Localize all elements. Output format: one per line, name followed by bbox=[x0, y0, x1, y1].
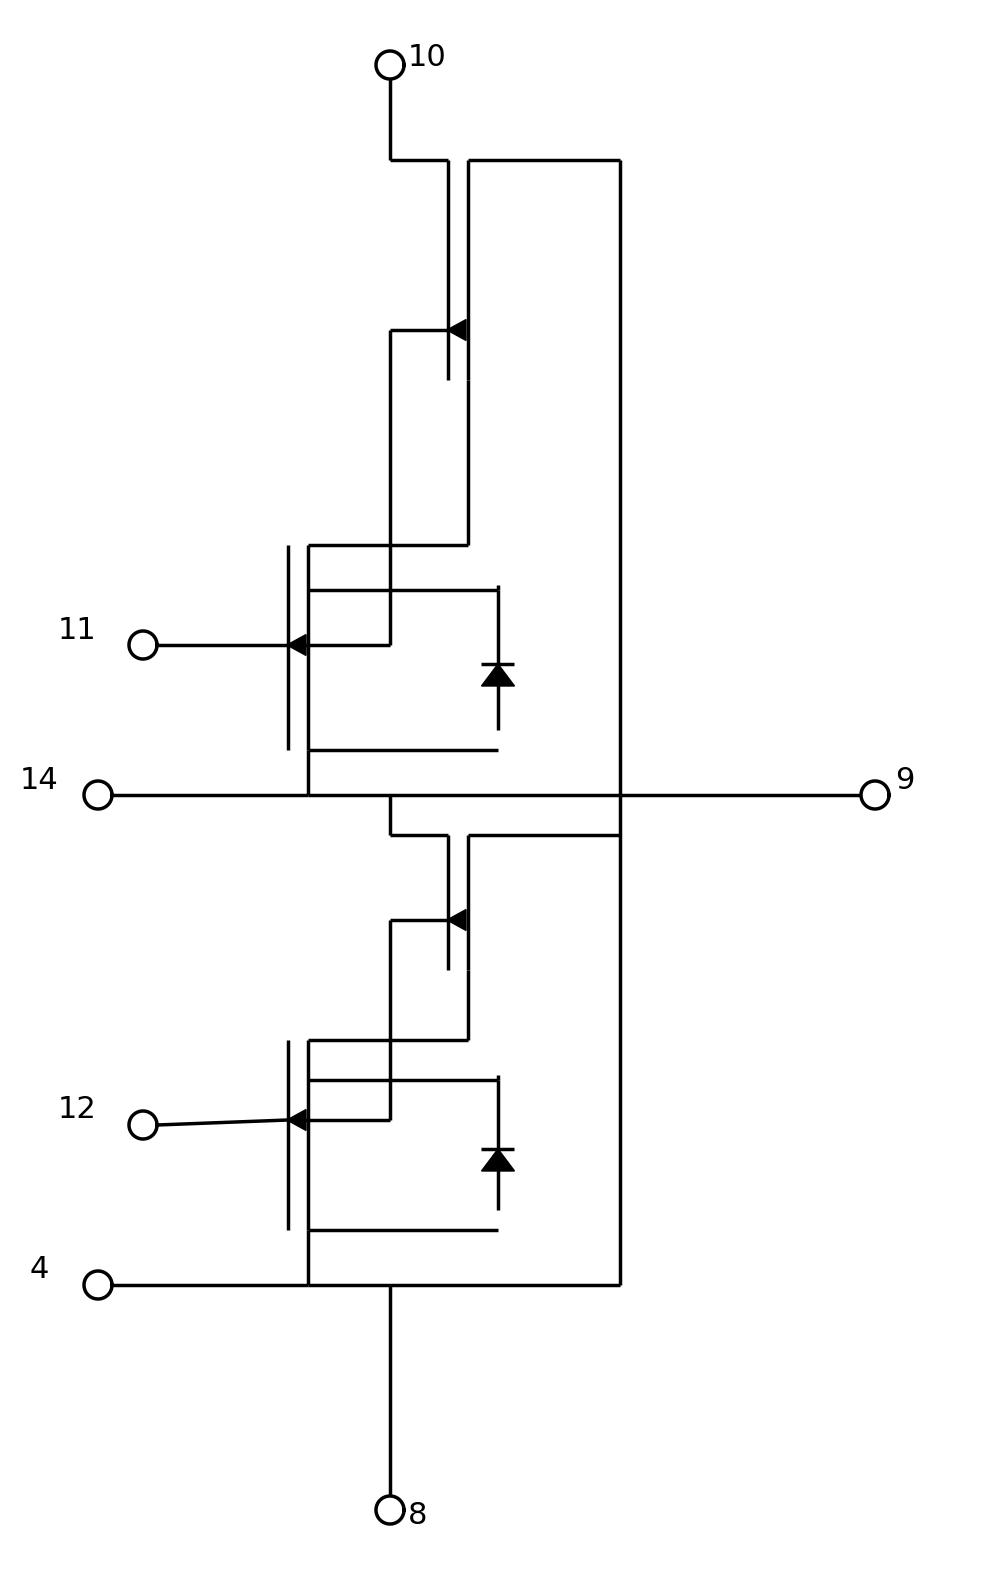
Text: 9: 9 bbox=[895, 765, 914, 795]
Text: 11: 11 bbox=[58, 616, 97, 644]
Polygon shape bbox=[481, 665, 515, 687]
Text: 14: 14 bbox=[20, 765, 59, 795]
Text: 10: 10 bbox=[408, 42, 447, 72]
Polygon shape bbox=[287, 635, 306, 655]
Text: 4: 4 bbox=[30, 1255, 49, 1285]
Polygon shape bbox=[447, 319, 466, 341]
Text: 8: 8 bbox=[408, 1500, 427, 1530]
Polygon shape bbox=[447, 910, 466, 930]
Polygon shape bbox=[481, 1148, 515, 1170]
Polygon shape bbox=[287, 1109, 306, 1131]
Text: 12: 12 bbox=[58, 1095, 97, 1125]
